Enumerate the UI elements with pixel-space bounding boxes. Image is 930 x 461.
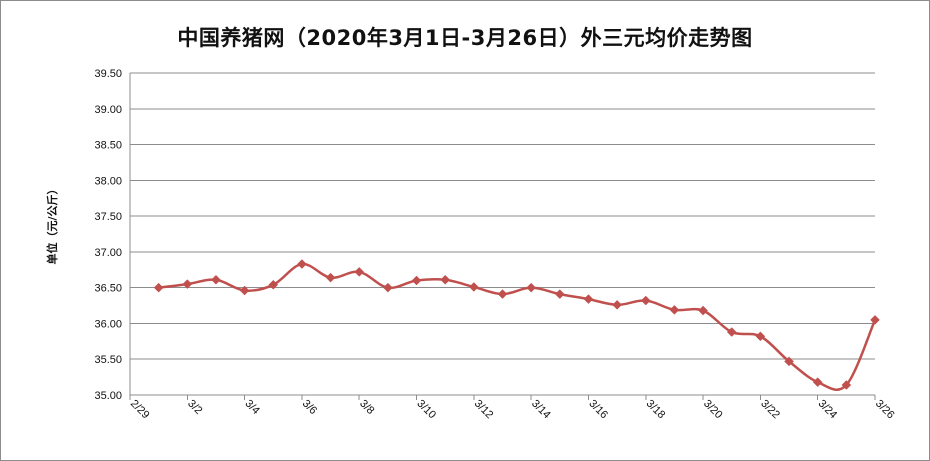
data-point-marker — [153, 282, 164, 293]
y-tick-label: 36.00 — [94, 318, 122, 330]
data-point-marker — [583, 294, 594, 304]
y-tick-label: 39.50 — [94, 68, 122, 80]
x-tick-label: 3/16 — [586, 398, 610, 422]
x-tick-label: 3/4 — [242, 398, 261, 417]
x-tick-label: 3/6 — [300, 398, 319, 417]
data-point-marker — [383, 282, 393, 293]
x-tick-label: 3/14 — [529, 398, 553, 422]
x-tick-label: 3/10 — [414, 398, 438, 422]
data-point-marker — [726, 327, 737, 337]
data-point-marker — [554, 289, 565, 299]
x-tick-label: 3/12 — [472, 398, 496, 422]
data-point-marker — [755, 331, 766, 342]
data-point-marker — [612, 299, 622, 310]
y-tick-label: 37.00 — [94, 247, 122, 259]
x-tick-label: 3/22 — [758, 398, 782, 422]
data-point-marker — [440, 274, 451, 285]
y-tick-label: 37.50 — [94, 211, 122, 223]
data-point-marker — [669, 304, 680, 315]
series-line — [158, 262, 877, 391]
y-tick-label: 35.50 — [94, 354, 122, 366]
data-point-marker — [841, 380, 852, 390]
y-tick-label: 38.50 — [94, 140, 122, 152]
y-tick-label: 38.00 — [94, 175, 122, 187]
data-point-marker — [497, 289, 508, 299]
data-point-marker — [268, 279, 279, 290]
data-point-marker — [354, 267, 365, 277]
x-tick-label: 3/2 — [185, 398, 204, 417]
y-tick-label: 36.50 — [94, 283, 122, 295]
data-point-marker — [325, 272, 336, 283]
data-point-marker — [870, 315, 880, 325]
x-tick-label: 3/18 — [644, 398, 668, 422]
data-point-marker — [526, 282, 537, 293]
data-point-marker — [784, 356, 794, 367]
x-tick-label: 3/8 — [357, 398, 376, 417]
data-point-marker — [411, 275, 422, 286]
y-tick-label: 39.00 — [94, 104, 122, 116]
data-point-marker — [297, 259, 307, 269]
data-point-marker — [640, 295, 651, 306]
data-point-marker — [812, 377, 823, 387]
data-point-marker — [182, 279, 193, 289]
data-point-marker — [698, 305, 708, 316]
x-tick-label: 3/26 — [873, 398, 897, 422]
x-tick-label: 3/24 — [816, 398, 840, 422]
data-point-marker — [468, 282, 479, 292]
y-tick-label: 35.00 — [94, 390, 122, 402]
data-point-marker — [211, 274, 221, 285]
data-point-marker — [239, 285, 250, 296]
chart-title: 中国养猪网（2020年3月1日-3月26日）外三元均价走势图 — [177, 26, 753, 50]
x-tick-label: 2/29 — [128, 398, 152, 422]
x-tick-label: 3/20 — [701, 398, 725, 422]
